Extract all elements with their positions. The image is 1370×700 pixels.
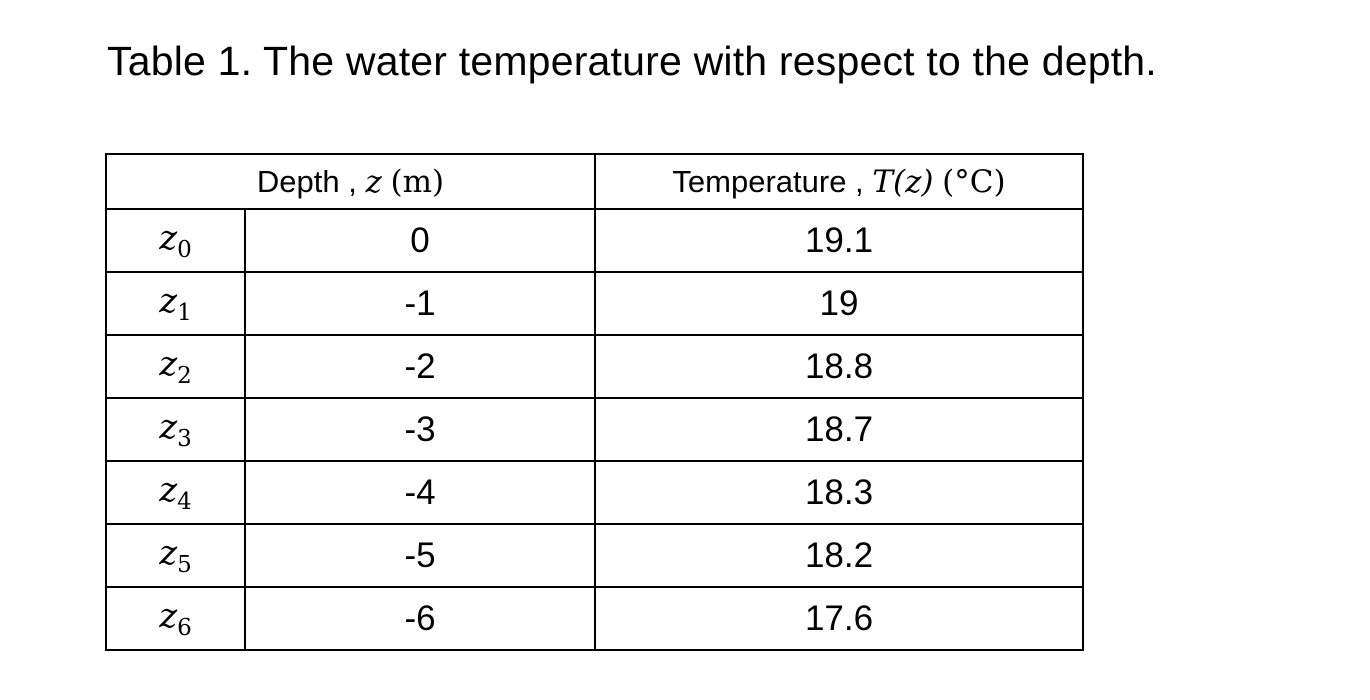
depth-cell: -1 <box>244 271 596 336</box>
depth-header: Depth , z (m) <box>105 153 596 210</box>
depth-symbol: z <box>365 163 382 200</box>
table-caption: Table 1. The water temperature with resp… <box>107 38 1157 84</box>
row-variable: z <box>159 281 178 321</box>
row-subscript: 5 <box>177 552 192 578</box>
row-variable: z <box>159 533 178 573</box>
depth-temperature-table: Depth , z (m) Temperature , T(z) (°C) z0… <box>105 153 1084 651</box>
row-subscript: 0 <box>177 237 192 263</box>
row-variable: z <box>159 407 178 447</box>
temperature-symbol: T(z) <box>872 163 934 200</box>
table-row: z6 -6 17.6 <box>105 586 1084 651</box>
table-row: z1 -1 19 <box>105 271 1084 336</box>
temperature-cell: 18.7 <box>594 397 1084 462</box>
row-subscript: 6 <box>177 615 192 641</box>
row-variable: z <box>159 596 178 636</box>
depth-cell: -4 <box>244 460 596 525</box>
depth-cell: -6 <box>244 586 596 651</box>
temperature-cell: 17.6 <box>594 586 1084 651</box>
row-label: z4 <box>105 460 246 525</box>
row-subscript: 3 <box>177 426 192 452</box>
temperature-cell: 18.2 <box>594 523 1084 588</box>
row-label: z5 <box>105 523 246 588</box>
row-variable: z <box>159 470 178 510</box>
temperature-cell: 19 <box>594 271 1084 336</box>
depth-cell: -3 <box>244 397 596 462</box>
temperature-header-label: Temperature , <box>672 163 864 199</box>
row-label: z0 <box>105 208 246 273</box>
table-header-row: Depth , z (m) Temperature , T(z) (°C) <box>105 153 1084 210</box>
temperature-cell: 19.1 <box>594 208 1084 273</box>
row-variable: z <box>159 218 178 258</box>
depth-cell: -2 <box>244 334 596 399</box>
depth-header-label: Depth , <box>256 163 357 199</box>
row-subscript: 4 <box>177 489 192 515</box>
table-row: z4 -4 18.3 <box>105 460 1084 525</box>
row-subscript: 2 <box>177 363 192 389</box>
row-label: z1 <box>105 271 246 336</box>
temperature-cell: 18.3 <box>594 460 1084 525</box>
temperature-unit: (°C) <box>942 163 1006 200</box>
row-label: z6 <box>105 586 246 651</box>
temperature-cell: 18.8 <box>594 334 1084 399</box>
table-row: z5 -5 18.2 <box>105 523 1084 588</box>
row-label: z3 <box>105 397 246 462</box>
depth-cell: -5 <box>244 523 596 588</box>
depth-cell: 0 <box>244 208 596 273</box>
row-subscript: 1 <box>177 300 192 326</box>
table-row: z0 0 19.1 <box>105 208 1084 273</box>
temperature-header: Temperature , T(z) (°C) <box>594 153 1084 210</box>
row-variable: z <box>159 344 178 384</box>
row-label: z2 <box>105 334 246 399</box>
table-row: z3 -3 18.7 <box>105 397 1084 462</box>
depth-unit: (m) <box>390 163 445 200</box>
table-row: z2 -2 18.8 <box>105 334 1084 399</box>
